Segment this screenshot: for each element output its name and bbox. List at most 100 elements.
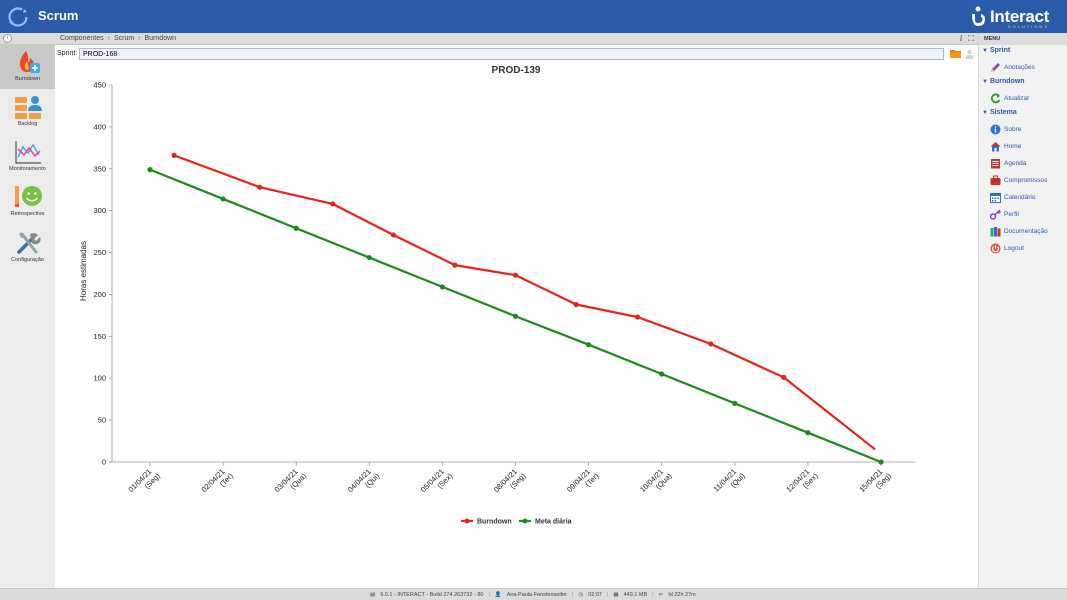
sidebar-item-backlog[interactable]: Backlog bbox=[0, 90, 55, 134]
briefcase-icon bbox=[990, 175, 1001, 185]
data-point[interactable] bbox=[586, 342, 592, 348]
fullscreen-icon[interactable]: ⛶ bbox=[968, 34, 974, 43]
divider: | bbox=[652, 592, 654, 598]
breadcrumb-bar: ‹ Componentes › Scrum › Burndown i ⛶ bbox=[0, 33, 978, 45]
menu-item-label: Home bbox=[1004, 143, 1022, 150]
sidebar-item-monitoramento[interactable]: Monitoramento bbox=[0, 135, 55, 179]
main-content: Sprint: PROD-139 0 50 100 150 200 250 300 350 40… bbox=[55, 45, 978, 588]
data-point[interactable] bbox=[878, 459, 884, 465]
app-header: Scrum Interact SOLUTIONS bbox=[0, 0, 1067, 33]
menu-item-calendario[interactable]: Calendário bbox=[979, 189, 1067, 206]
collapse-triangle-icon: ▼ bbox=[982, 110, 988, 116]
data-point[interactable] bbox=[366, 254, 372, 261]
menu-section-title: Sistema bbox=[989, 109, 1017, 116]
home-icon bbox=[990, 142, 1001, 152]
brand-subtitle: SOLUTIONS bbox=[1007, 24, 1049, 29]
app-title: Scrum bbox=[38, 8, 79, 23]
menu-item-label: Compromissos bbox=[1004, 177, 1048, 184]
legend-label[interactable]: Meta diária bbox=[535, 519, 572, 526]
legend-label[interactable]: Burndown bbox=[477, 519, 512, 526]
collapse-left-button[interactable]: ‹ bbox=[3, 34, 12, 43]
breadcrumb-item[interactable]: Burndown bbox=[144, 35, 177, 42]
menu-item-home[interactable]: Home bbox=[979, 138, 1067, 155]
status-bar: ▤ 9.0.1 - INTERACT - Build 274.263732 - … bbox=[0, 588, 1067, 600]
data-point[interactable] bbox=[147, 167, 153, 173]
data-point[interactable] bbox=[634, 314, 641, 320]
info-icon[interactable]: i bbox=[959, 34, 963, 43]
menu-item-documentacao[interactable]: Documentação bbox=[979, 223, 1067, 240]
breadcrumb-item[interactable]: Componentes bbox=[60, 35, 104, 42]
legend-marker bbox=[522, 518, 528, 524]
data-point[interactable] bbox=[512, 272, 519, 278]
chart-legend: Burndown Meta diária bbox=[461, 519, 572, 526]
data-point[interactable] bbox=[512, 313, 519, 319]
menu-section-burndown[interactable]: ▼ Burndown bbox=[979, 76, 1067, 90]
refresh-icon bbox=[990, 93, 1001, 104]
backlog-icon bbox=[14, 96, 42, 119]
menu-item-anotacoes[interactable]: Anotações bbox=[979, 59, 1067, 76]
user-icon[interactable] bbox=[965, 49, 974, 59]
sidebar-item-retrospectiva[interactable]: Retrospectiva bbox=[0, 180, 55, 224]
x-axis: 01/04/21(Seg) 02/04/21(Ter) 03/04/21(Qua) 0… bbox=[112, 461, 915, 494]
memory-text: 449,1 MB bbox=[623, 592, 648, 598]
data-point[interactable] bbox=[732, 400, 738, 406]
sidebar-item-label: Burndown bbox=[15, 76, 40, 82]
y-tick-label: 50 bbox=[98, 416, 106, 425]
x-tick-label: 01/04/21(Seg) bbox=[126, 467, 162, 494]
folder-icon[interactable] bbox=[950, 49, 961, 58]
y-tick-label: 350 bbox=[93, 164, 106, 173]
sprint-input[interactable] bbox=[79, 48, 944, 60]
sprint-label: Sprint: bbox=[57, 50, 78, 57]
x-tick-label: 12/04/21(Sex) bbox=[784, 467, 820, 494]
menu-item-label: Sobre bbox=[1004, 126, 1022, 133]
x-tick-label: 04/04/21(Qui) bbox=[346, 467, 382, 494]
divider: | bbox=[571, 592, 574, 598]
data-point[interactable] bbox=[171, 152, 177, 158]
app-logo-icon[interactable] bbox=[7, 6, 29, 28]
data-point[interactable] bbox=[439, 284, 445, 290]
sidebar-item-label: Backlog bbox=[17, 121, 38, 127]
menu-section-sprint[interactable]: ▼ Sprint bbox=[979, 45, 1067, 59]
y-tick-label: 100 bbox=[93, 374, 106, 383]
brand-logo: Interact SOLUTIONS bbox=[968, 5, 1049, 29]
menu-section-sistema[interactable]: ▼ Sistema bbox=[979, 107, 1067, 121]
x-tick-label: 09/04/21(Ter) bbox=[565, 467, 601, 494]
data-point[interactable] bbox=[659, 371, 665, 377]
data-point[interactable] bbox=[805, 430, 811, 436]
data-point[interactable] bbox=[708, 341, 714, 347]
calendar-icon bbox=[990, 193, 1001, 203]
menu-item-sobre[interactable]: Sobre bbox=[979, 121, 1067, 138]
data-point[interactable] bbox=[330, 201, 336, 207]
data-point[interactable] bbox=[452, 262, 458, 268]
breadcrumb-item[interactable]: Scrum bbox=[113, 35, 135, 42]
sidebar-item-label: Retrospectiva bbox=[10, 211, 45, 217]
sidebar-item-label: Configuração bbox=[11, 257, 44, 263]
data-point[interactable] bbox=[781, 374, 787, 380]
sidebar-item-configuracao[interactable]: Configuração bbox=[0, 226, 55, 270]
right-menu: MENU ▼ Sprint Anotações ▼ Burndown Atualiz… bbox=[978, 33, 1067, 588]
menu-item-label: Calendário bbox=[1004, 194, 1036, 201]
menu-item-compromissos[interactable]: Compromissos bbox=[979, 172, 1067, 189]
breadcrumb: Componentes › Scrum › Burndown bbox=[60, 35, 176, 42]
pencil-icon bbox=[991, 63, 1000, 72]
menu-item-logout[interactable]: Logout bbox=[979, 240, 1067, 257]
data-point[interactable] bbox=[390, 232, 397, 238]
menu-item-atualizar[interactable]: Atualizar bbox=[979, 90, 1067, 107]
version-text: 9.0.1 - INTERACT - Build 274.263732 - 80 bbox=[380, 592, 484, 598]
data-point[interactable] bbox=[220, 196, 226, 202]
data-point[interactable] bbox=[293, 225, 299, 231]
data-point[interactable] bbox=[573, 301, 579, 308]
y-tick-label: 300 bbox=[93, 206, 106, 215]
menu-item-perfil[interactable]: Perfil bbox=[979, 206, 1067, 223]
uptime-icon: ⇐ bbox=[658, 592, 664, 598]
x-tick-label: 05/04/21(Sex) bbox=[419, 467, 455, 494]
series-line-burndown bbox=[173, 154, 876, 451]
menu-item-label: Documentação bbox=[1004, 228, 1048, 235]
menu-item-agenda[interactable]: Agenda bbox=[979, 155, 1067, 172]
y-axis-label: Horas estimadas bbox=[79, 241, 88, 301]
divider: | bbox=[606, 592, 609, 598]
sidebar-item-burndown[interactable]: Burndown bbox=[0, 45, 55, 89]
burndown-chart: PROD-139 0 50 100 150 200 250 300 350 400 450 01/… bbox=[79, 65, 915, 526]
chart-title: PROD-139 bbox=[492, 65, 541, 76]
data-point[interactable] bbox=[257, 184, 263, 190]
